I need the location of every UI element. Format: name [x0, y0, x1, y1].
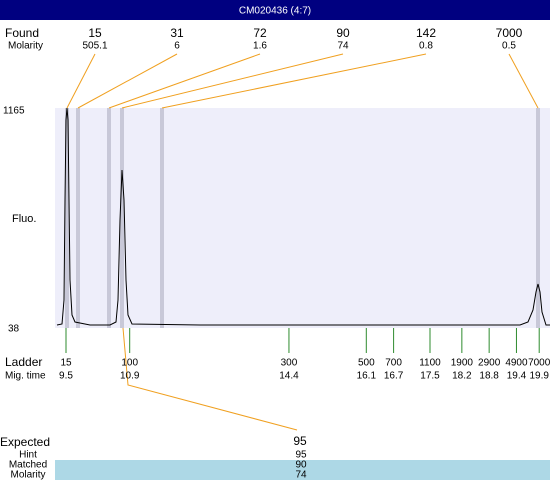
ladder-label: Ladder	[5, 355, 42, 369]
ladder-size: 2900	[478, 358, 501, 369]
found-size: 31	[170, 26, 184, 40]
found-connector	[108, 53, 261, 109]
peak-band	[76, 108, 80, 328]
found-connector	[66, 53, 96, 109]
found-molarity: 0.5	[502, 41, 516, 52]
plot-area	[55, 108, 550, 328]
ladder-mig-time: 17.5	[420, 371, 440, 382]
found-connector	[121, 53, 344, 109]
found-size: 15	[88, 26, 102, 40]
found-molarity: 0.8	[419, 41, 433, 52]
ladder-mig-time: 16.7	[384, 371, 404, 382]
y-max: 1165	[3, 106, 25, 117]
ladder-size: 7000	[528, 358, 550, 369]
found-size: 7000	[496, 26, 523, 40]
title-bar	[0, 0, 550, 20]
ladder-mig-time: 18.2	[452, 371, 472, 382]
expected-row-label: Matched	[9, 460, 47, 471]
ladder-mig-time: 19.9	[529, 371, 549, 382]
found-size: 90	[336, 26, 350, 40]
expected-row-value: 74	[295, 470, 307, 480]
found-molarity: 74	[337, 41, 349, 52]
expected-row-label: Molarity	[10, 470, 45, 480]
y-min: 38	[8, 324, 20, 335]
y-axis-label: Fluo.	[12, 213, 36, 225]
expected-connector	[122, 327, 298, 431]
peak-band	[536, 108, 540, 328]
ladder-size: 15	[60, 358, 72, 369]
peak-band	[65, 108, 69, 328]
expected-row-value: 90	[295, 460, 307, 471]
ladder-mig-time: 10.9	[120, 371, 140, 382]
ladder-mig-time: 19.4	[507, 371, 527, 382]
peak-band	[107, 108, 111, 328]
found-molarity: 6	[174, 41, 180, 52]
ladder-mig-time: 9.5	[59, 371, 73, 382]
title: CM020436 (4:7)	[239, 6, 311, 17]
ladder-size: 1100	[419, 358, 441, 369]
found-size: 72	[253, 26, 267, 40]
found-molarity: 505.1	[82, 41, 107, 52]
found-connector	[161, 53, 427, 109]
found-connector	[508, 53, 539, 109]
molarity-label: Molarity	[8, 41, 43, 52]
expected-value: 95	[293, 434, 307, 448]
mig-time-label: Mig. time	[5, 371, 46, 382]
found-label: Found	[5, 26, 39, 40]
matched-highlight	[55, 460, 550, 480]
ladder-size: 300	[281, 358, 298, 369]
expected-row-value: 95	[295, 450, 307, 461]
ladder-mig-time: 14.4	[279, 371, 299, 382]
ladder-mig-time: 18.8	[479, 371, 499, 382]
ladder-size: 100	[121, 358, 138, 369]
ladder-size: 700	[385, 358, 402, 369]
ladder-size: 500	[358, 358, 375, 369]
found-size: 142	[416, 26, 436, 40]
ladder-size: 4900	[505, 358, 528, 369]
ladder-mig-time: 16.1	[357, 371, 377, 382]
expected-label: Expected	[0, 435, 50, 449]
peak-band	[160, 108, 164, 328]
expected-row-label: Hint	[19, 450, 37, 461]
ladder-size: 1900	[451, 358, 474, 369]
peak-band	[120, 108, 124, 328]
found-molarity: 1.6	[253, 41, 267, 52]
found-connector	[77, 53, 178, 109]
